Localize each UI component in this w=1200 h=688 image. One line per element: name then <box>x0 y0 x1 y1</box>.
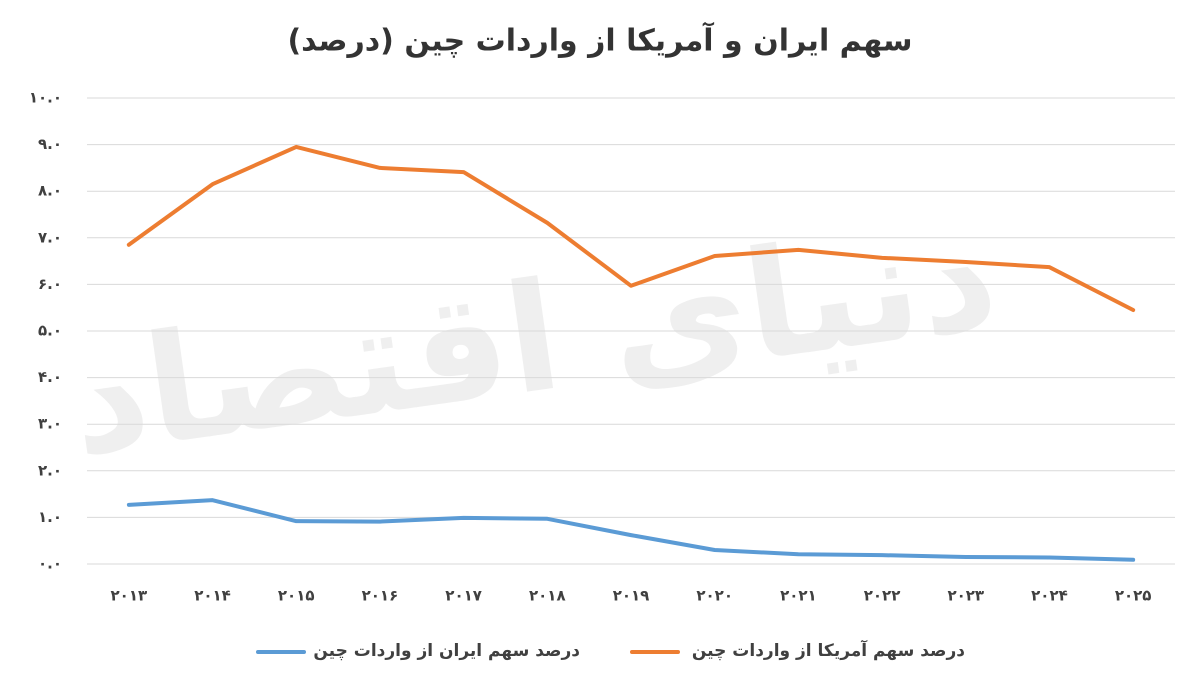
x-tick-label: ۲۰۱۶ <box>362 587 399 605</box>
x-tick-label: ۲۰۲۳ <box>947 587 984 605</box>
x-tick-label: ۲۰۲۰ <box>696 587 733 605</box>
x-tick-label: ۲۰۲۲ <box>864 587 901 605</box>
y-tick-label: ۳.۰ <box>38 415 62 433</box>
data-line <box>126 144 1136 313</box>
y-tick-label: ۶.۰ <box>38 275 62 293</box>
watermark: دنیای اقتصاد <box>59 188 1007 490</box>
x-tick-label: ۲۰۱۳ <box>111 587 148 605</box>
chart-title: سهم ایران و آمریکا از واردات چین (درصد) <box>287 22 912 59</box>
x-tick-label: ۲۰۲۵ <box>1115 587 1152 605</box>
y-tick-label: ۷.۰ <box>38 228 62 246</box>
x-tick-label: ۲۰۱۷ <box>445 587 482 605</box>
y-tick-label: ۲.۰ <box>38 461 62 479</box>
y-tick-label: ۵.۰ <box>38 322 62 340</box>
x-tick-label: ۲۰۱۴ <box>194 587 231 605</box>
y-tick-label: ۱.۰ <box>38 508 62 526</box>
x-tick-label: ۲۰۱۹ <box>613 587 650 605</box>
legend-label: درصد سهم ایران از واردات چین <box>313 641 580 661</box>
x-tick-label: ۲۰۱۸ <box>529 587 566 605</box>
y-tick-label: ۴.۰ <box>38 368 62 386</box>
y-tick-label: ۸.۰ <box>38 182 62 200</box>
x-tick-label: ۲۰۲۴ <box>1031 587 1068 605</box>
y-tick-label: ۱۰.۰ <box>29 89 62 107</box>
x-tick-label: ۲۰۱۵ <box>278 587 315 605</box>
x-tick-label: ۲۰۲۱ <box>780 587 817 605</box>
legend-label: درصد سهم آمریکا از واردات چین <box>692 639 965 661</box>
y-tick-label: ۹.۰ <box>38 135 62 153</box>
y-tick-label: ۰.۰ <box>38 555 62 573</box>
data-line <box>126 498 1136 562</box>
